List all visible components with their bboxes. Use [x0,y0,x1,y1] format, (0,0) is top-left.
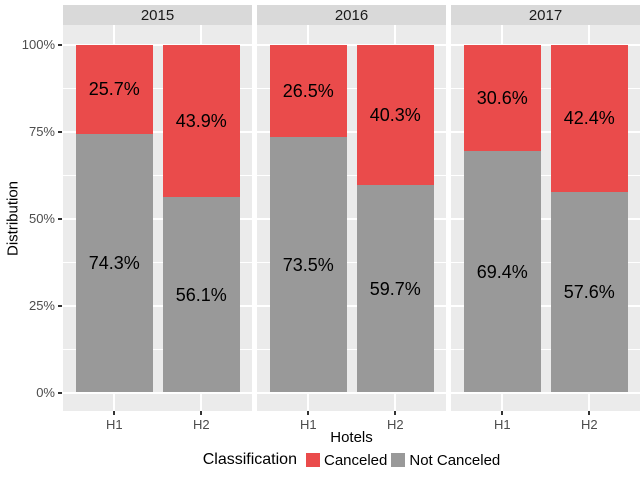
bar-segment-label: 43.9% [175,110,227,131]
x-tick-label: H1 [105,417,123,432]
legend-title: Classification [202,451,297,468]
x-tick-mark [394,411,397,415]
x-tick-mark [307,411,310,415]
facet-strip: 2016 [257,5,446,25]
x-tick-label: H2 [192,417,210,432]
y-tick-mark [58,391,62,394]
x-tick-label: H2 [386,417,404,432]
gridline-minor [63,87,252,89]
bar-2015-H1: 25.7% 74.3% [75,44,153,393]
gridline-major [451,43,640,46]
bar-segment-label: 59.7% [369,278,421,299]
bar-2016-H1: 26.5% 73.5% [269,44,347,393]
x-tick-mark [501,411,504,415]
bar-segment-not-canceled: 74.3% [75,134,153,393]
x-tick-mark [113,411,116,415]
facet-2016: 2016 26.5% 73.5% H1 40.3% 59.7% H2 [257,5,446,432]
y-tick-mark [58,217,62,220]
bar-segment-canceled: 25.7% [75,44,153,134]
y-tick-label: 25% [28,297,55,313]
gridline-major [451,391,640,394]
x-tick-label: H1 [299,417,317,432]
bar-2015-H2: 43.9% 56.1% [162,44,240,393]
facet-panel: 30.6% 69.4% H1 42.4% 57.6% H2 [451,25,640,432]
gridline-minor [257,348,446,350]
legend-item-not-canceled: Not Canceled [391,452,500,469]
legend-label-canceled: Canceled [323,451,388,469]
facet-strip: 2017 [451,5,640,25]
bar-segment-label: 69.4% [476,261,528,282]
facet-panels: 2015 25.7% 74.3% H1 43.9% 56.1% H2 2016 26.5% 73.… [63,5,640,432]
bar-segment-label: 40.3% [369,104,421,125]
gridline-major [63,43,252,46]
bar-segment-not-canceled: 69.4% [463,151,541,393]
bar-segment-label: 74.3% [88,253,140,274]
gridline-major [63,391,252,394]
x-axis-title: Hotels [330,429,373,446]
bar-segment-not-canceled: 56.1% [162,197,240,393]
bar-segment-label: 56.1% [175,284,227,305]
gridline-minor [451,261,640,263]
gridline-minor [451,348,640,350]
x-tick-mark [588,411,591,415]
y-tick-label: 75% [28,123,55,139]
gridline-minor [63,348,252,350]
gridline-major [451,217,640,220]
gridline-major [63,217,252,220]
y-tick-label: 50% [28,210,55,226]
bar-segment-label: 73.5% [282,254,334,275]
facet-panel: 26.5% 73.5% H1 40.3% 59.7% H2 [257,25,446,432]
legend: Classification Canceled Not Canceled [63,451,640,469]
legend-swatch-not-canceled-icon [391,453,406,467]
gridline-major [63,130,252,133]
bar-segment-not-canceled: 59.7% [356,184,434,393]
facet-strip: 2015 [63,5,252,25]
gridline-minor [257,174,446,176]
legend-label-not-canceled: Not Canceled [409,451,501,469]
facet-2015: 2015 25.7% 74.3% H1 43.9% 56.1% H2 [63,5,252,432]
gridline-minor [257,261,446,263]
gridline-minor [257,87,446,89]
gridline-major [63,304,252,307]
bar-segment-label: 26.5% [282,80,334,101]
gridline-minor [451,174,640,176]
gridline-major [257,43,446,46]
y-tick-mark [58,130,62,133]
bar-segment-canceled: 42.4% [550,44,628,193]
bar-segment-label: 57.6% [563,282,615,303]
bar-segment-canceled: 43.9% [162,44,240,198]
gridline-minor [63,261,252,263]
facet-2017: 2017 30.6% 69.4% H1 42.4% 57.6% H2 [451,5,640,432]
bar-2017-H1: 30.6% 69.4% [463,44,541,393]
bar-segment-canceled: 26.5% [269,44,347,137]
x-tick-mark [200,411,203,415]
gridline-major [451,304,640,307]
y-tick-label: 0% [36,384,55,400]
legend-item-canceled: Canceled [305,451,388,469]
x-tick-label: H1 [493,417,511,432]
bar-2017-H2: 42.4% 57.6% [550,44,628,393]
bar-segment-canceled: 30.6% [463,44,541,152]
gridline-major [257,391,446,394]
gridline-major [257,217,446,220]
gridline-minor [451,87,640,89]
bar-segment-label: 25.7% [88,79,140,100]
bar-segment-label: 42.4% [563,108,615,129]
bar-segment-not-canceled: 57.6% [550,192,628,393]
bar-2016-H2: 40.3% 59.7% [356,44,434,393]
y-tick-label: 100% [21,36,55,52]
gridline-major [257,130,446,133]
gridline-minor [63,174,252,176]
facet-panel: 25.7% 74.3% H1 43.9% 56.1% H2 [63,25,252,432]
y-tick-mark [58,304,62,307]
bar-segment-not-canceled: 73.5% [269,136,347,393]
gridline-major [257,304,446,307]
bar-segment-label: 30.6% [476,87,528,108]
gridline-major [451,130,640,133]
bar-segment-canceled: 40.3% [356,44,434,185]
legend-swatch-canceled-icon [305,453,320,467]
x-tick-label: H2 [580,417,598,432]
y-tick-mark [58,43,62,46]
